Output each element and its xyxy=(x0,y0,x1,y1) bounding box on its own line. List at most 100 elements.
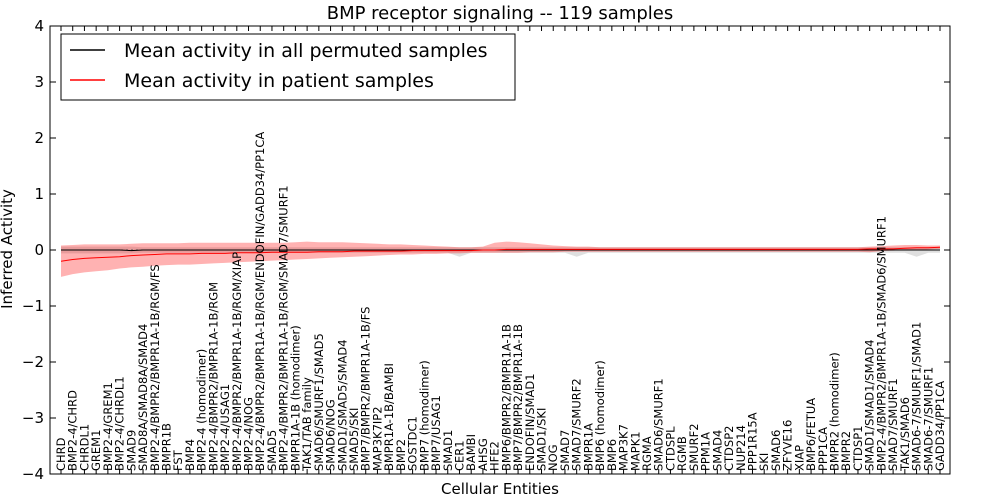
y-tick-label: 2 xyxy=(34,129,44,147)
entity-label: CHRDL1 xyxy=(77,424,91,471)
entity-label: CTDSP1 xyxy=(851,426,865,471)
entity-label: BMP6/BMPR2/BMPR1A-1B xyxy=(499,324,513,471)
y-tick-label: 3 xyxy=(34,73,44,91)
entity-label: SMAD9 xyxy=(124,430,138,471)
entity-label: BMP2-4/CHRD xyxy=(66,390,80,471)
entity-label: BMP6/FETUA xyxy=(804,398,818,471)
entity-label: BMP2-4/BMPR2/BMPR1A-1B/RGM/ENDOFIN/GADD3… xyxy=(253,132,267,471)
entity-label: BMP6 (homodimer) xyxy=(593,360,607,471)
entity-label: SMAD1 xyxy=(441,430,455,471)
entity-label: BMP7/BMPR2/BMPR1A-1B xyxy=(511,324,525,471)
entity-label: SMAD1/SMAD5/SMAD4 xyxy=(335,339,349,471)
entity-label: SMAD6/SMURF1/SMAD5 xyxy=(312,333,326,471)
entity-label: FST xyxy=(171,449,185,471)
entity-label: BMP2-4/CHRDL1 xyxy=(113,376,127,471)
x-axis-ticks xyxy=(60,26,941,474)
entity-label: SMAD5/SKI xyxy=(347,408,361,471)
series-lines xyxy=(60,246,941,262)
entity-label: SMURF2 xyxy=(687,423,701,471)
entity-label: SKI xyxy=(757,453,771,471)
entity-label: BMPR2 (homodimer) xyxy=(828,352,842,471)
series-line-mean-activity-in-patient-samples xyxy=(60,246,941,262)
chart-title: BMP receptor signaling -- 119 samples xyxy=(327,3,674,24)
entity-label: SOSTDC1 xyxy=(406,416,420,471)
entity-label: BMPR2 xyxy=(839,431,853,471)
entity-label: CTDSP2 xyxy=(722,426,736,471)
entity-label: SMAD7 xyxy=(558,430,572,471)
entity-label: BMP6 xyxy=(605,439,619,471)
entity-label: AHSG xyxy=(476,438,490,471)
entity-label: NUP214 xyxy=(734,425,748,471)
entity-label: BMP4 xyxy=(183,439,197,471)
entity-label: BMP2-4/NOG xyxy=(242,397,256,471)
entity-label: NOG xyxy=(546,444,560,471)
confidence-bands xyxy=(61,241,940,277)
entity-label: MAP3K7IP2 xyxy=(370,406,384,471)
legend-label-patient: Mean activity in patient samples xyxy=(124,70,434,92)
entity-label: SMAD4 xyxy=(710,430,724,471)
entity-label: SMAD1/SMAD1/SMAD4 xyxy=(863,339,877,471)
entity-label: SMAD6/NOG xyxy=(324,399,338,471)
entity-label: BMPR1A xyxy=(581,423,595,471)
entity-label: ZFYVE16 xyxy=(781,420,795,471)
entity-label: SMAD7/SMURF1 xyxy=(886,378,900,471)
entity-label: SMAD6 xyxy=(769,430,783,471)
entity-label: BMPR1A-1B/BAMBI xyxy=(382,363,396,471)
entity-label: BMP7/BMPR2/BMPR1A-1B/FS xyxy=(359,307,373,471)
entity-label: XIAP xyxy=(792,445,806,471)
entity-label: BMP2-4/GREM1 xyxy=(101,382,115,471)
entity-label: BMP2-4/BMPR2/BMPR1A-1B/RGM/SMAD7/SMURF1 xyxy=(277,185,291,471)
entity-label: PPP1CA xyxy=(816,427,830,471)
entity-label: SMAD7/SMURF2 xyxy=(570,378,584,471)
entity-label: SMAD8A/SMAD8A/SMAD4 xyxy=(136,324,150,471)
entity-label: CTDSPL xyxy=(663,426,677,471)
legend-label-permuted: Mean activity in all permuted samples xyxy=(124,40,487,62)
legend-box xyxy=(60,33,516,101)
y-tick-label: −3 xyxy=(22,409,44,427)
entity-label: MAP3K7 xyxy=(617,424,631,471)
y-tick-label: −1 xyxy=(22,297,44,315)
legend: Mean activity in all permuted samples Me… xyxy=(60,33,516,101)
entity-label: SMAD5 xyxy=(265,430,279,471)
entity-label: TAK1/SMAD6 xyxy=(898,397,912,472)
entity-label: SMAD6-7/SMURF1/SMAD1 xyxy=(910,322,924,471)
entity-label: GADD34/PP1CA xyxy=(933,381,947,471)
entity-label: BMP7 (homodimer) xyxy=(417,360,431,471)
entity-label: SMAD1/SKI xyxy=(535,408,549,471)
entity-label: BMP2 xyxy=(394,439,408,471)
entity-label: BMP2-4/USAG1 xyxy=(218,384,232,471)
entity-label: BMP7/USAG1 xyxy=(429,395,443,471)
y-tick-label: −2 xyxy=(22,353,44,371)
y-tick-label: 0 xyxy=(34,241,44,259)
entity-label: BMPR1B xyxy=(160,423,174,471)
y-axis-label: Inferred Activity xyxy=(0,189,16,309)
entity-label: BMPR1A-1B (homodimer) xyxy=(288,325,302,471)
entity-label: SMAD6-7/SMURF1 xyxy=(921,367,935,471)
entity-label: GREM1 xyxy=(89,430,103,471)
entity-label: MAPK1 xyxy=(628,431,642,471)
entity-label: CHRD xyxy=(54,437,68,471)
entity-label: PPP1R15A xyxy=(746,412,760,471)
entity-label: PPM1A xyxy=(699,432,713,471)
entity-label: BMP2-4/BMPR2/BMPR1A-1B/SMAD6/SMURF1 xyxy=(874,216,888,471)
entity-label: BMP2-4/BMPR2/BMPR1A-1B/RGM xyxy=(206,282,220,471)
entity-label: BMP2-4 (homodimer) xyxy=(195,349,209,471)
y-tick-label: 4 xyxy=(34,17,44,35)
y-axis-ticks: −4 −3 −2 −1 0 1 2 3 4 xyxy=(22,17,950,483)
band-mean-activity-in-patient-samples xyxy=(61,241,940,277)
entity-label: RGMA xyxy=(640,436,654,471)
entity-label: HFE2 xyxy=(488,441,502,471)
entity-labels: CHRDBMP2-4/CHRDCHRDL1GREM1BMP2-4/GREM1BM… xyxy=(54,132,947,472)
entity-label: BMP2-4/BMPR2/BMPR1A-1B/RGM/XIAP xyxy=(230,252,244,471)
x-axis-label: Cellular Entities xyxy=(441,480,559,498)
entity-label: SMAD6/SMURF1 xyxy=(652,378,666,471)
entity-label: BMP2-4/BMPR2/BMPR1A-1B/RGM/FS xyxy=(148,264,162,471)
entity-label: ENDOFIN/SMAD1 xyxy=(523,373,537,471)
y-tick-label: −4 xyxy=(22,465,44,483)
entity-label: RGMB xyxy=(675,436,689,471)
entity-label: BAMBI xyxy=(464,434,478,471)
entity-label: CER1 xyxy=(453,440,467,471)
y-tick-label: 1 xyxy=(34,185,44,203)
entity-label: TAK1/TAB family xyxy=(300,377,314,472)
